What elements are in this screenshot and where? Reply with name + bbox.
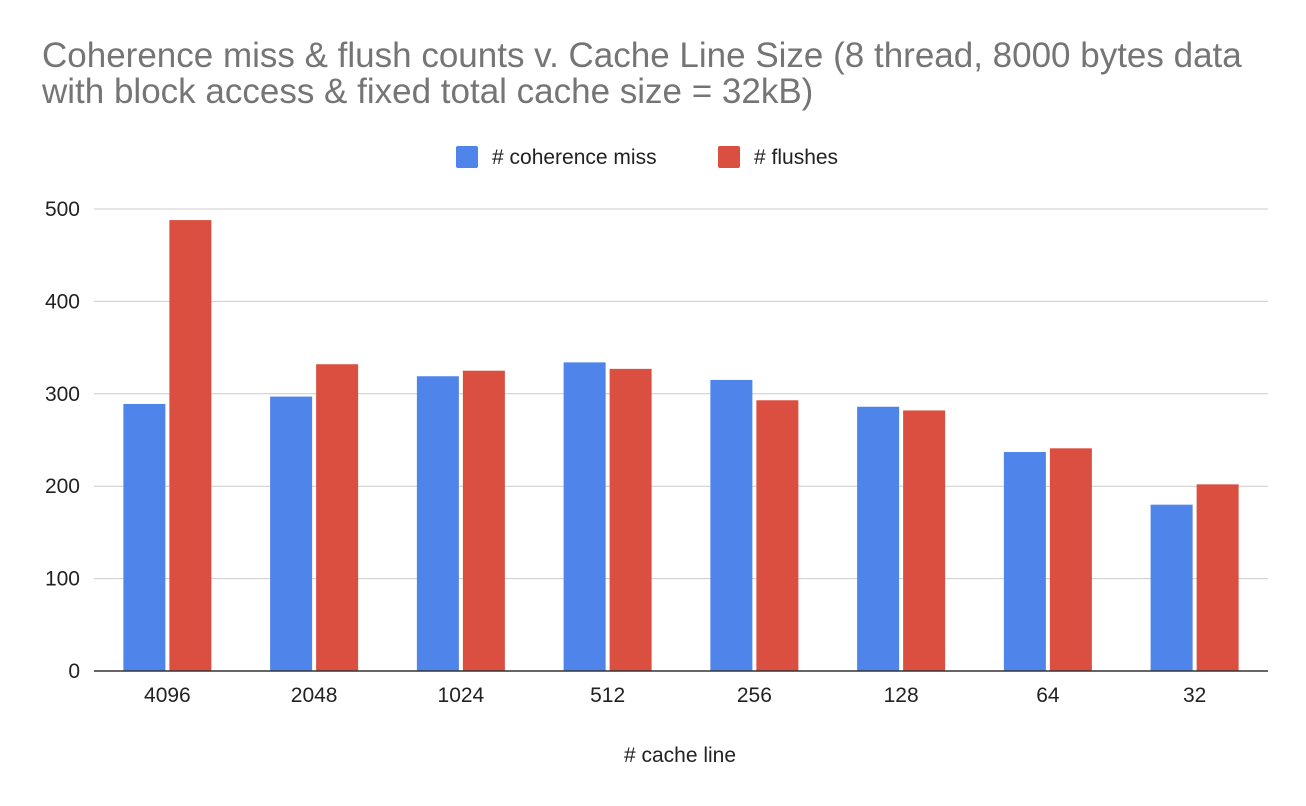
bar-coherence-miss-128 xyxy=(857,406,900,671)
bar-flushes-2048 xyxy=(316,364,359,671)
legend-label-coherence-miss: # coherence miss xyxy=(492,146,657,169)
bar-flushes-32 xyxy=(1196,484,1239,671)
y-tick-label-300: 300 xyxy=(45,383,80,406)
x-tick-label-1024: 1024 xyxy=(438,684,485,707)
gridlines xyxy=(94,208,1268,580)
bar-coherence-miss-256 xyxy=(710,379,753,671)
legend-swatch-coherence-miss xyxy=(456,146,478,168)
bar-flushes-1024 xyxy=(462,370,505,671)
chart-title: Coherence miss & flush counts v. Cache L… xyxy=(42,36,1242,111)
bar-coherence-miss-4096 xyxy=(123,403,166,671)
bar-flushes-256 xyxy=(756,400,799,671)
y-tick-label-200: 200 xyxy=(45,475,80,498)
bar-flushes-512 xyxy=(609,368,652,671)
x-tick-label-2048: 2048 xyxy=(291,684,338,707)
y-axis-ticks: 0 100 200 300 400 500 xyxy=(45,198,80,683)
bars xyxy=(123,220,1239,671)
legend-swatch-flushes xyxy=(718,146,740,168)
y-tick-label-500: 500 xyxy=(45,198,80,221)
x-axis-ticks: 4096 2048 1024 512 256 128 64 32 xyxy=(144,684,1206,707)
y-tick-label-0: 0 xyxy=(68,660,80,683)
bar-flushes-128 xyxy=(903,410,946,671)
legend: # coherence miss # flushes xyxy=(456,146,838,169)
y-tick-label-400: 400 xyxy=(45,290,80,313)
legend-label-flushes: # flushes xyxy=(754,146,838,169)
x-axis-title: # cache line xyxy=(624,744,736,767)
bar-coherence-miss-512 xyxy=(563,362,606,671)
x-tick-label-128: 128 xyxy=(884,684,919,707)
bar-coherence-miss-1024 xyxy=(416,376,459,671)
x-tick-label-4096: 4096 xyxy=(144,684,191,707)
x-tick-label-64: 64 xyxy=(1036,684,1060,707)
x-tick-label-512: 512 xyxy=(590,684,625,707)
y-tick-label-100: 100 xyxy=(45,568,80,591)
bar-coherence-miss-2048 xyxy=(270,396,313,671)
bar-coherence-miss-32 xyxy=(1150,504,1193,671)
bar-coherence-miss-64 xyxy=(1003,452,1046,671)
x-tick-label-256: 256 xyxy=(737,684,772,707)
bar-flushes-4096 xyxy=(169,220,212,671)
x-tick-label-32: 32 xyxy=(1183,684,1206,707)
bar-flushes-64 xyxy=(1049,448,1092,671)
